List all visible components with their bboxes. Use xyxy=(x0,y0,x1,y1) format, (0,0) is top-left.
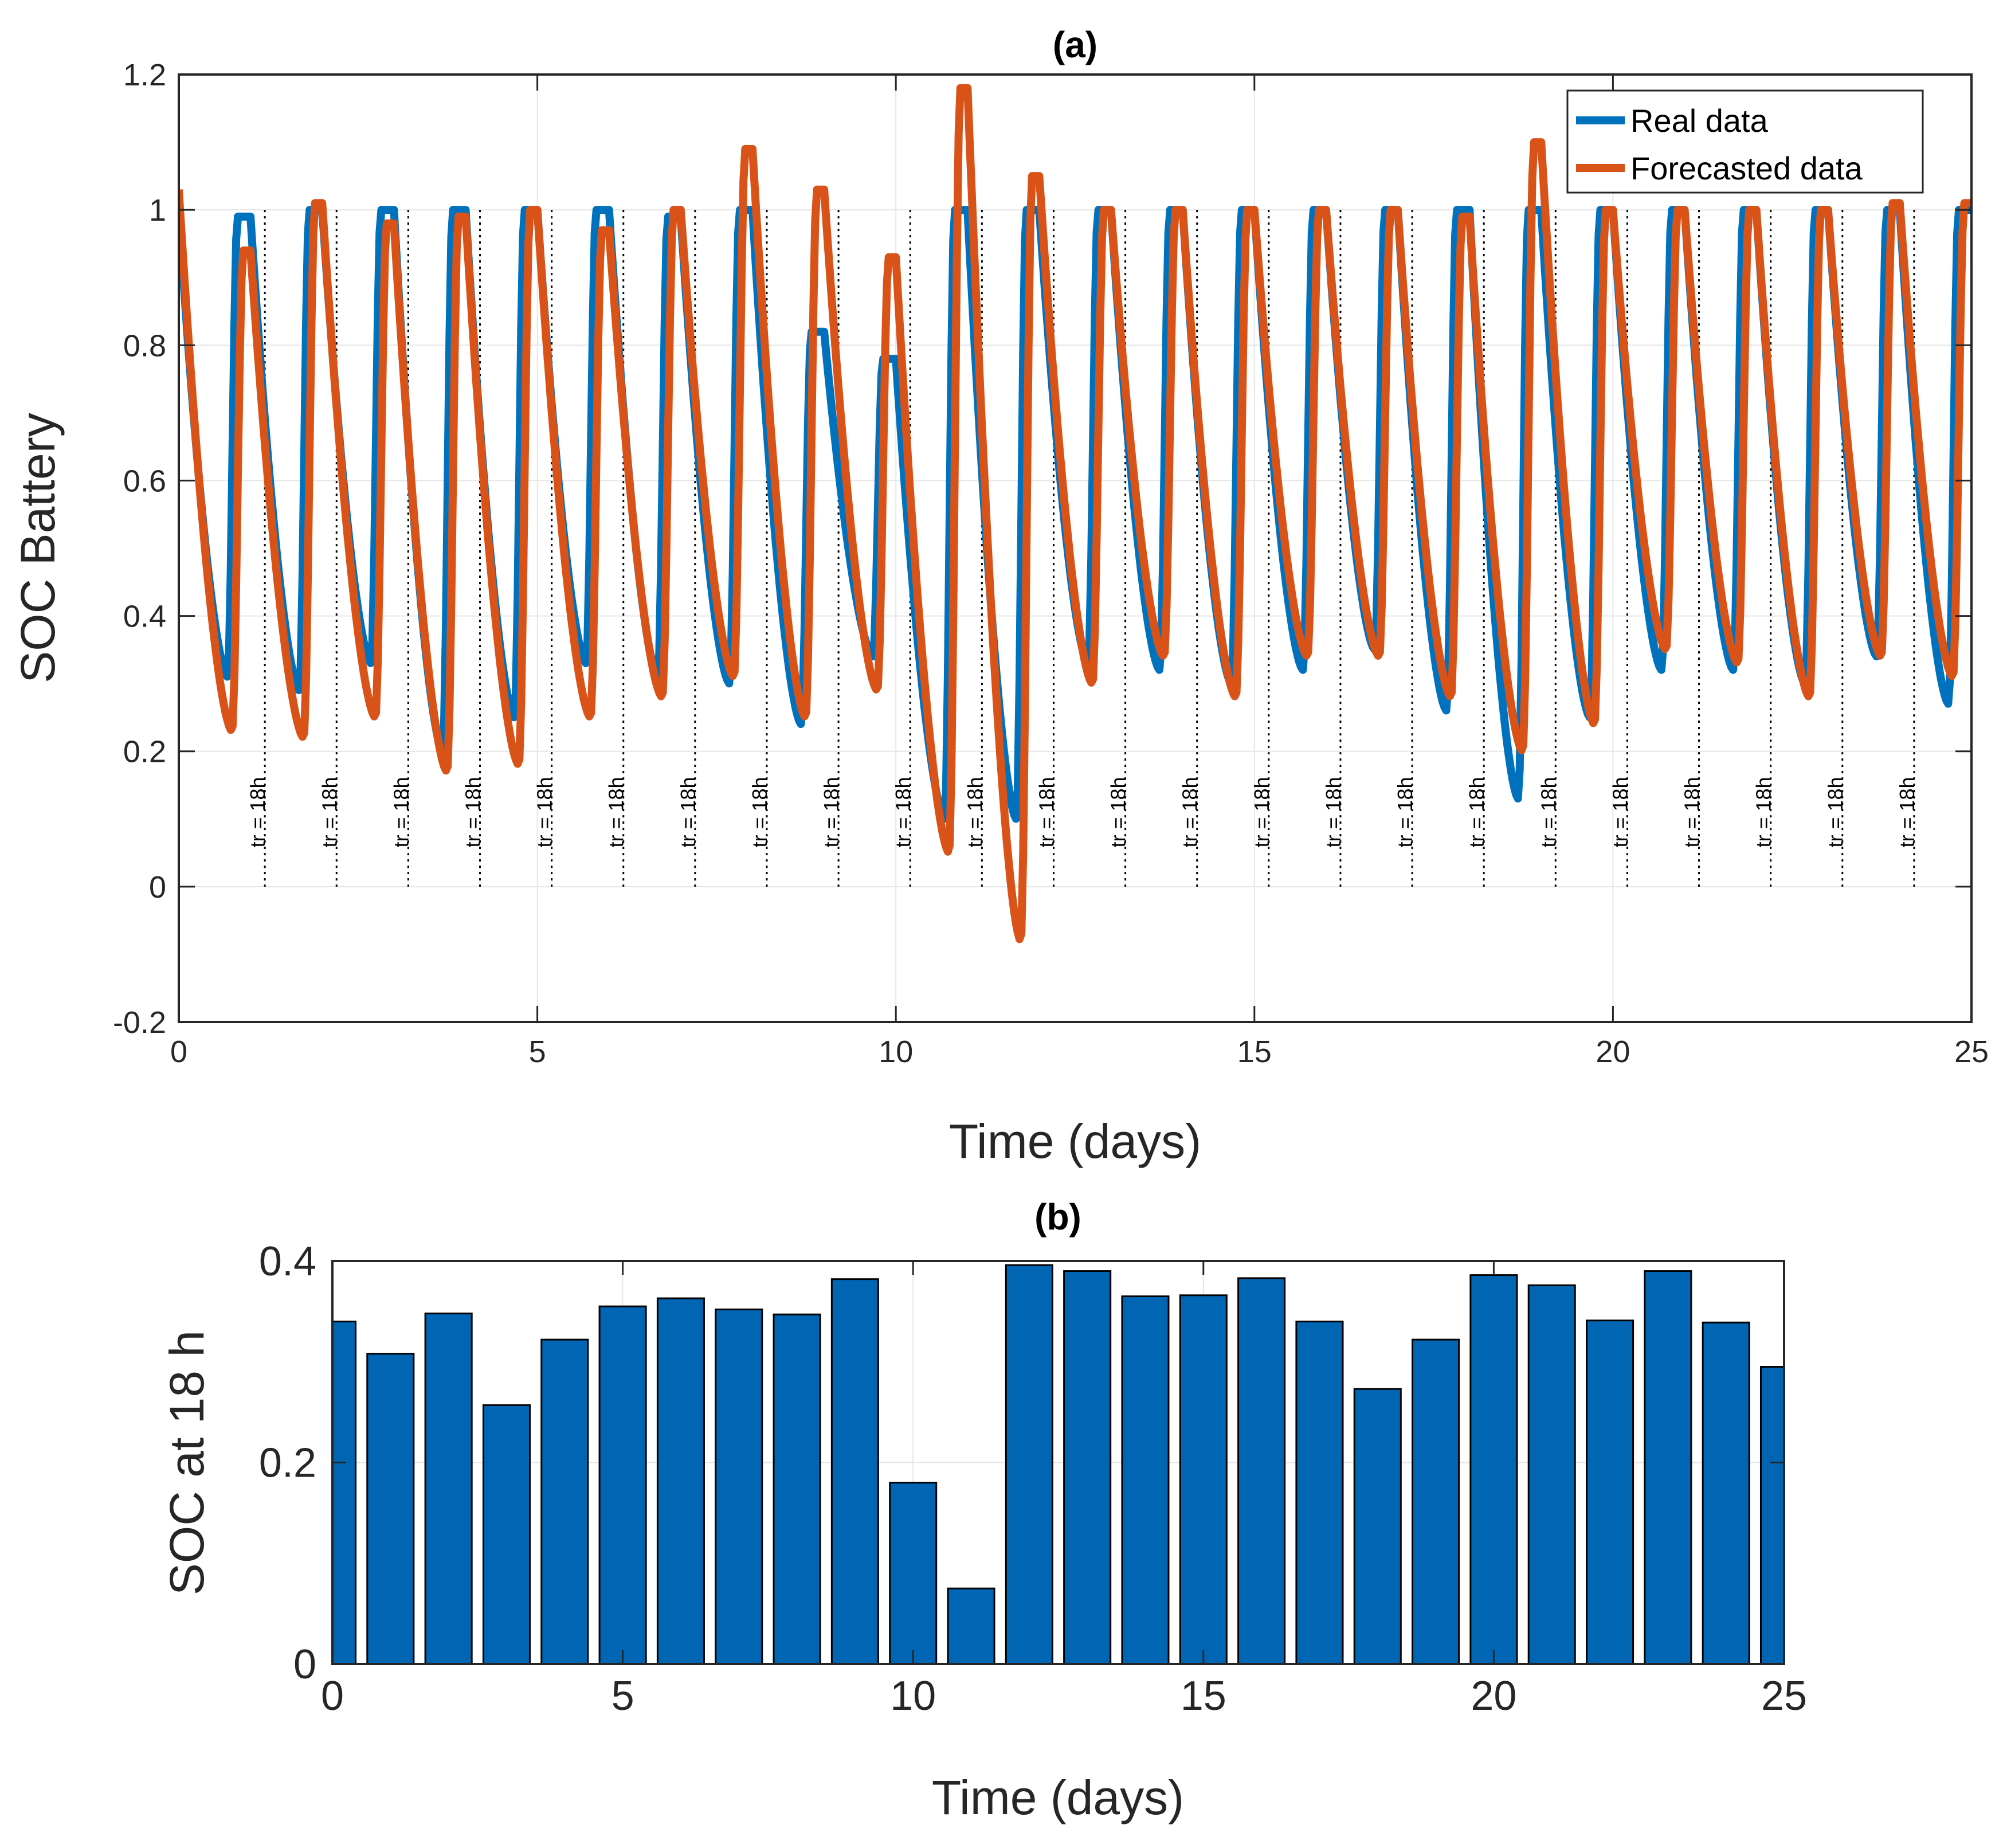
y-tick-label-a: -0.2 xyxy=(113,1005,166,1040)
tr-marker-label: tr = 18h xyxy=(1178,777,1202,847)
bar xyxy=(1644,1270,1692,1664)
bar xyxy=(540,1338,589,1664)
ticks-a: 0 5 10 15 20 25-0.200.20.40.60.811.2 xyxy=(113,58,1989,1069)
tr-marker-label: tr = 18h xyxy=(891,777,915,847)
series-a xyxy=(179,84,1971,943)
bar xyxy=(366,1353,415,1664)
bar xyxy=(1237,1277,1286,1664)
x-tick-label-b: 10 xyxy=(890,1673,936,1719)
x-tick-label-b: 0 xyxy=(321,1673,344,1719)
y-tick-label-b: 0.4 xyxy=(259,1239,316,1285)
series-line-forecast xyxy=(179,84,1971,943)
tr-marker-label: tr = 18h xyxy=(748,777,771,847)
tr-marker-label: tr = 18h xyxy=(1322,777,1345,847)
line-chart-panel: tr = 18h tr = 18h tr = 18h tr = 18h tr = 18h… xyxy=(11,24,1989,1168)
tr-marker-label: tr = 18h xyxy=(1465,777,1488,847)
x-tick-label-b: 15 xyxy=(1181,1673,1226,1719)
y-tick-label-a: 0.2 xyxy=(123,735,166,769)
bar xyxy=(715,1308,763,1664)
x-tick-label-b: 5 xyxy=(612,1673,634,1719)
tr-marker-label: tr = 18h xyxy=(1393,777,1417,847)
bars-b xyxy=(332,1264,1784,1664)
bar xyxy=(1121,1295,1170,1664)
bar xyxy=(1412,1338,1460,1664)
x-tick-label-a: 10 xyxy=(879,1035,913,1069)
legend-box xyxy=(1566,89,1924,194)
x-axis-label-b: Time (days) xyxy=(932,1771,1184,1824)
bar xyxy=(1527,1284,1576,1664)
bar xyxy=(889,1482,938,1664)
y-tick-label-a: 0.8 xyxy=(123,328,166,363)
tr-marker-label: tr = 18h xyxy=(1752,777,1775,847)
y-tick-label-a: 1 xyxy=(149,193,166,228)
tr-marker-label: tr = 18h xyxy=(1895,777,1919,847)
y-tick-label-a: 0.4 xyxy=(123,600,166,634)
y-tick-label-a: 1.2 xyxy=(123,58,166,92)
bar xyxy=(1586,1320,1634,1664)
bar xyxy=(1005,1264,1053,1664)
bar xyxy=(424,1312,473,1664)
x-tick-label-a: 0 xyxy=(170,1035,187,1069)
bar xyxy=(332,1320,357,1664)
bar xyxy=(1469,1274,1518,1664)
tr-marker-label: tr = 18h xyxy=(461,777,485,847)
chart-title-a: (a) xyxy=(1053,24,1097,65)
annotations-a: tr = 18h tr = 18h tr = 18h tr = 18h tr = 18h… xyxy=(246,210,1919,887)
legend-label-real: Real data xyxy=(1630,103,1769,139)
y-tick-label-b: 0 xyxy=(293,1642,316,1688)
tr-marker-label: tr = 18h xyxy=(1680,777,1704,847)
tr-marker-label: tr = 18h xyxy=(605,777,628,847)
tr-marker-label: tr = 18h xyxy=(246,777,269,847)
bar xyxy=(1295,1320,1344,1664)
tr-marker-label: tr = 18h xyxy=(1250,777,1273,847)
tr-marker-label: tr = 18h xyxy=(1107,777,1130,847)
y-tick-label-a: 0.6 xyxy=(123,464,166,498)
tr-marker-label: tr = 18h xyxy=(1536,777,1560,847)
bar xyxy=(1179,1294,1228,1664)
chart-title-b: (b) xyxy=(1034,1196,1081,1238)
bar xyxy=(482,1404,531,1664)
tr-marker-label: tr = 18h xyxy=(1824,777,1847,847)
y-axis-label-a: SOC Battery xyxy=(11,413,65,683)
tr-marker-label: tr = 18h xyxy=(963,777,986,847)
tr-marker-label: tr = 18h xyxy=(389,777,413,847)
bar xyxy=(1702,1321,1750,1664)
x-tick-label-b: 20 xyxy=(1471,1673,1516,1719)
bar xyxy=(1063,1270,1112,1664)
bar xyxy=(656,1297,705,1664)
bar-chart-panel: 0 5 10 15 20 25 0 0.2 0.4 (b) Time (days) SOC at… xyxy=(160,1196,1807,1824)
y-tick-label-a: 0 xyxy=(149,870,166,905)
legend-a: Real data Forecasted data xyxy=(1566,89,1924,194)
x-tick-label-a: 5 xyxy=(529,1035,546,1069)
x-tick-label-a: 20 xyxy=(1596,1035,1630,1069)
y-axis-label-b: SOC at 18 h xyxy=(160,1330,214,1595)
tr-marker-label: tr = 18h xyxy=(317,777,341,847)
tr-marker-label: tr = 18h xyxy=(676,777,700,847)
y-tick-label-b: 0.2 xyxy=(259,1440,316,1486)
x-tick-label-a: 15 xyxy=(1237,1035,1272,1069)
x-tick-label-a: 25 xyxy=(1954,1035,1989,1069)
legend-label-forecast: Forecasted data xyxy=(1630,150,1863,186)
tr-marker-label: tr = 18h xyxy=(533,777,556,847)
ticks-b: 0 5 10 15 20 25 0 0.2 0.4 xyxy=(259,1239,1807,1719)
x-tick-label-b: 25 xyxy=(1761,1673,1807,1719)
bar xyxy=(947,1587,995,1664)
tr-marker-label: tr = 18h xyxy=(820,777,843,847)
bar xyxy=(598,1305,647,1664)
bar xyxy=(773,1313,821,1664)
bar xyxy=(830,1278,879,1664)
x-axis-label-a: Time (days) xyxy=(949,1114,1201,1168)
axes-box-a xyxy=(178,73,1973,1023)
bar xyxy=(1353,1388,1402,1664)
tr-marker-label: tr = 18h xyxy=(1034,777,1058,847)
tr-marker-label: tr = 18h xyxy=(1608,777,1632,847)
